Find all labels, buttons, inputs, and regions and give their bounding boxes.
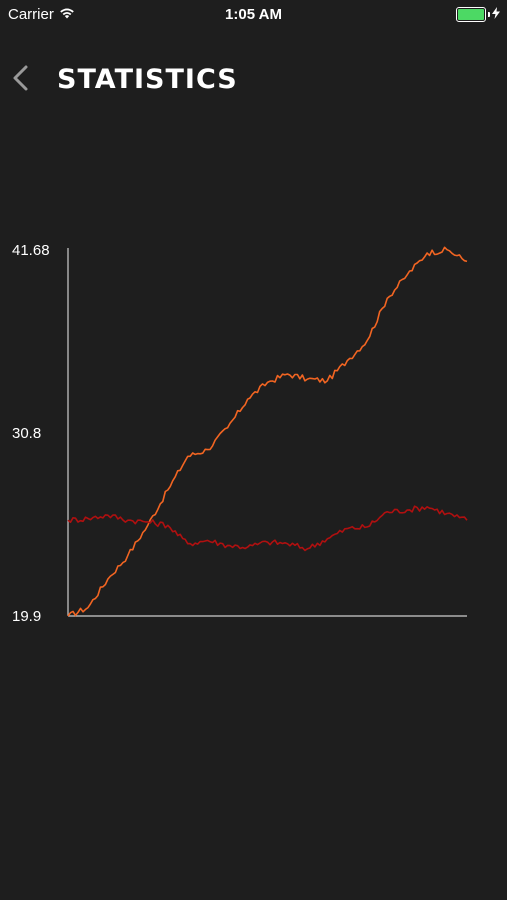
charging-bolt-icon [492, 6, 500, 23]
y-tick-label: 19.9 [12, 608, 41, 625]
back-button[interactable] [6, 62, 38, 94]
status-time: 1:05 AM [225, 6, 282, 23]
carrier-label: Carrier [8, 6, 54, 23]
wifi-icon [59, 6, 75, 23]
y-tick-label: 41.68 [12, 242, 50, 259]
y-tick-label: 30.8 [12, 425, 41, 442]
battery-tip [488, 12, 490, 17]
chevron-left-icon [6, 65, 38, 98]
battery-level-fill [458, 9, 484, 20]
navigation-bar: STATISTICS [0, 52, 507, 108]
battery-icon [456, 7, 486, 22]
page-title: STATISTICS [57, 64, 238, 95]
series-line-1 [67, 246, 468, 617]
series-line-2 [67, 505, 468, 552]
status-bar: Carrier 1:05 AM [0, 0, 507, 28]
carrier-info: Carrier [8, 6, 75, 23]
battery-indicator [456, 6, 500, 23]
